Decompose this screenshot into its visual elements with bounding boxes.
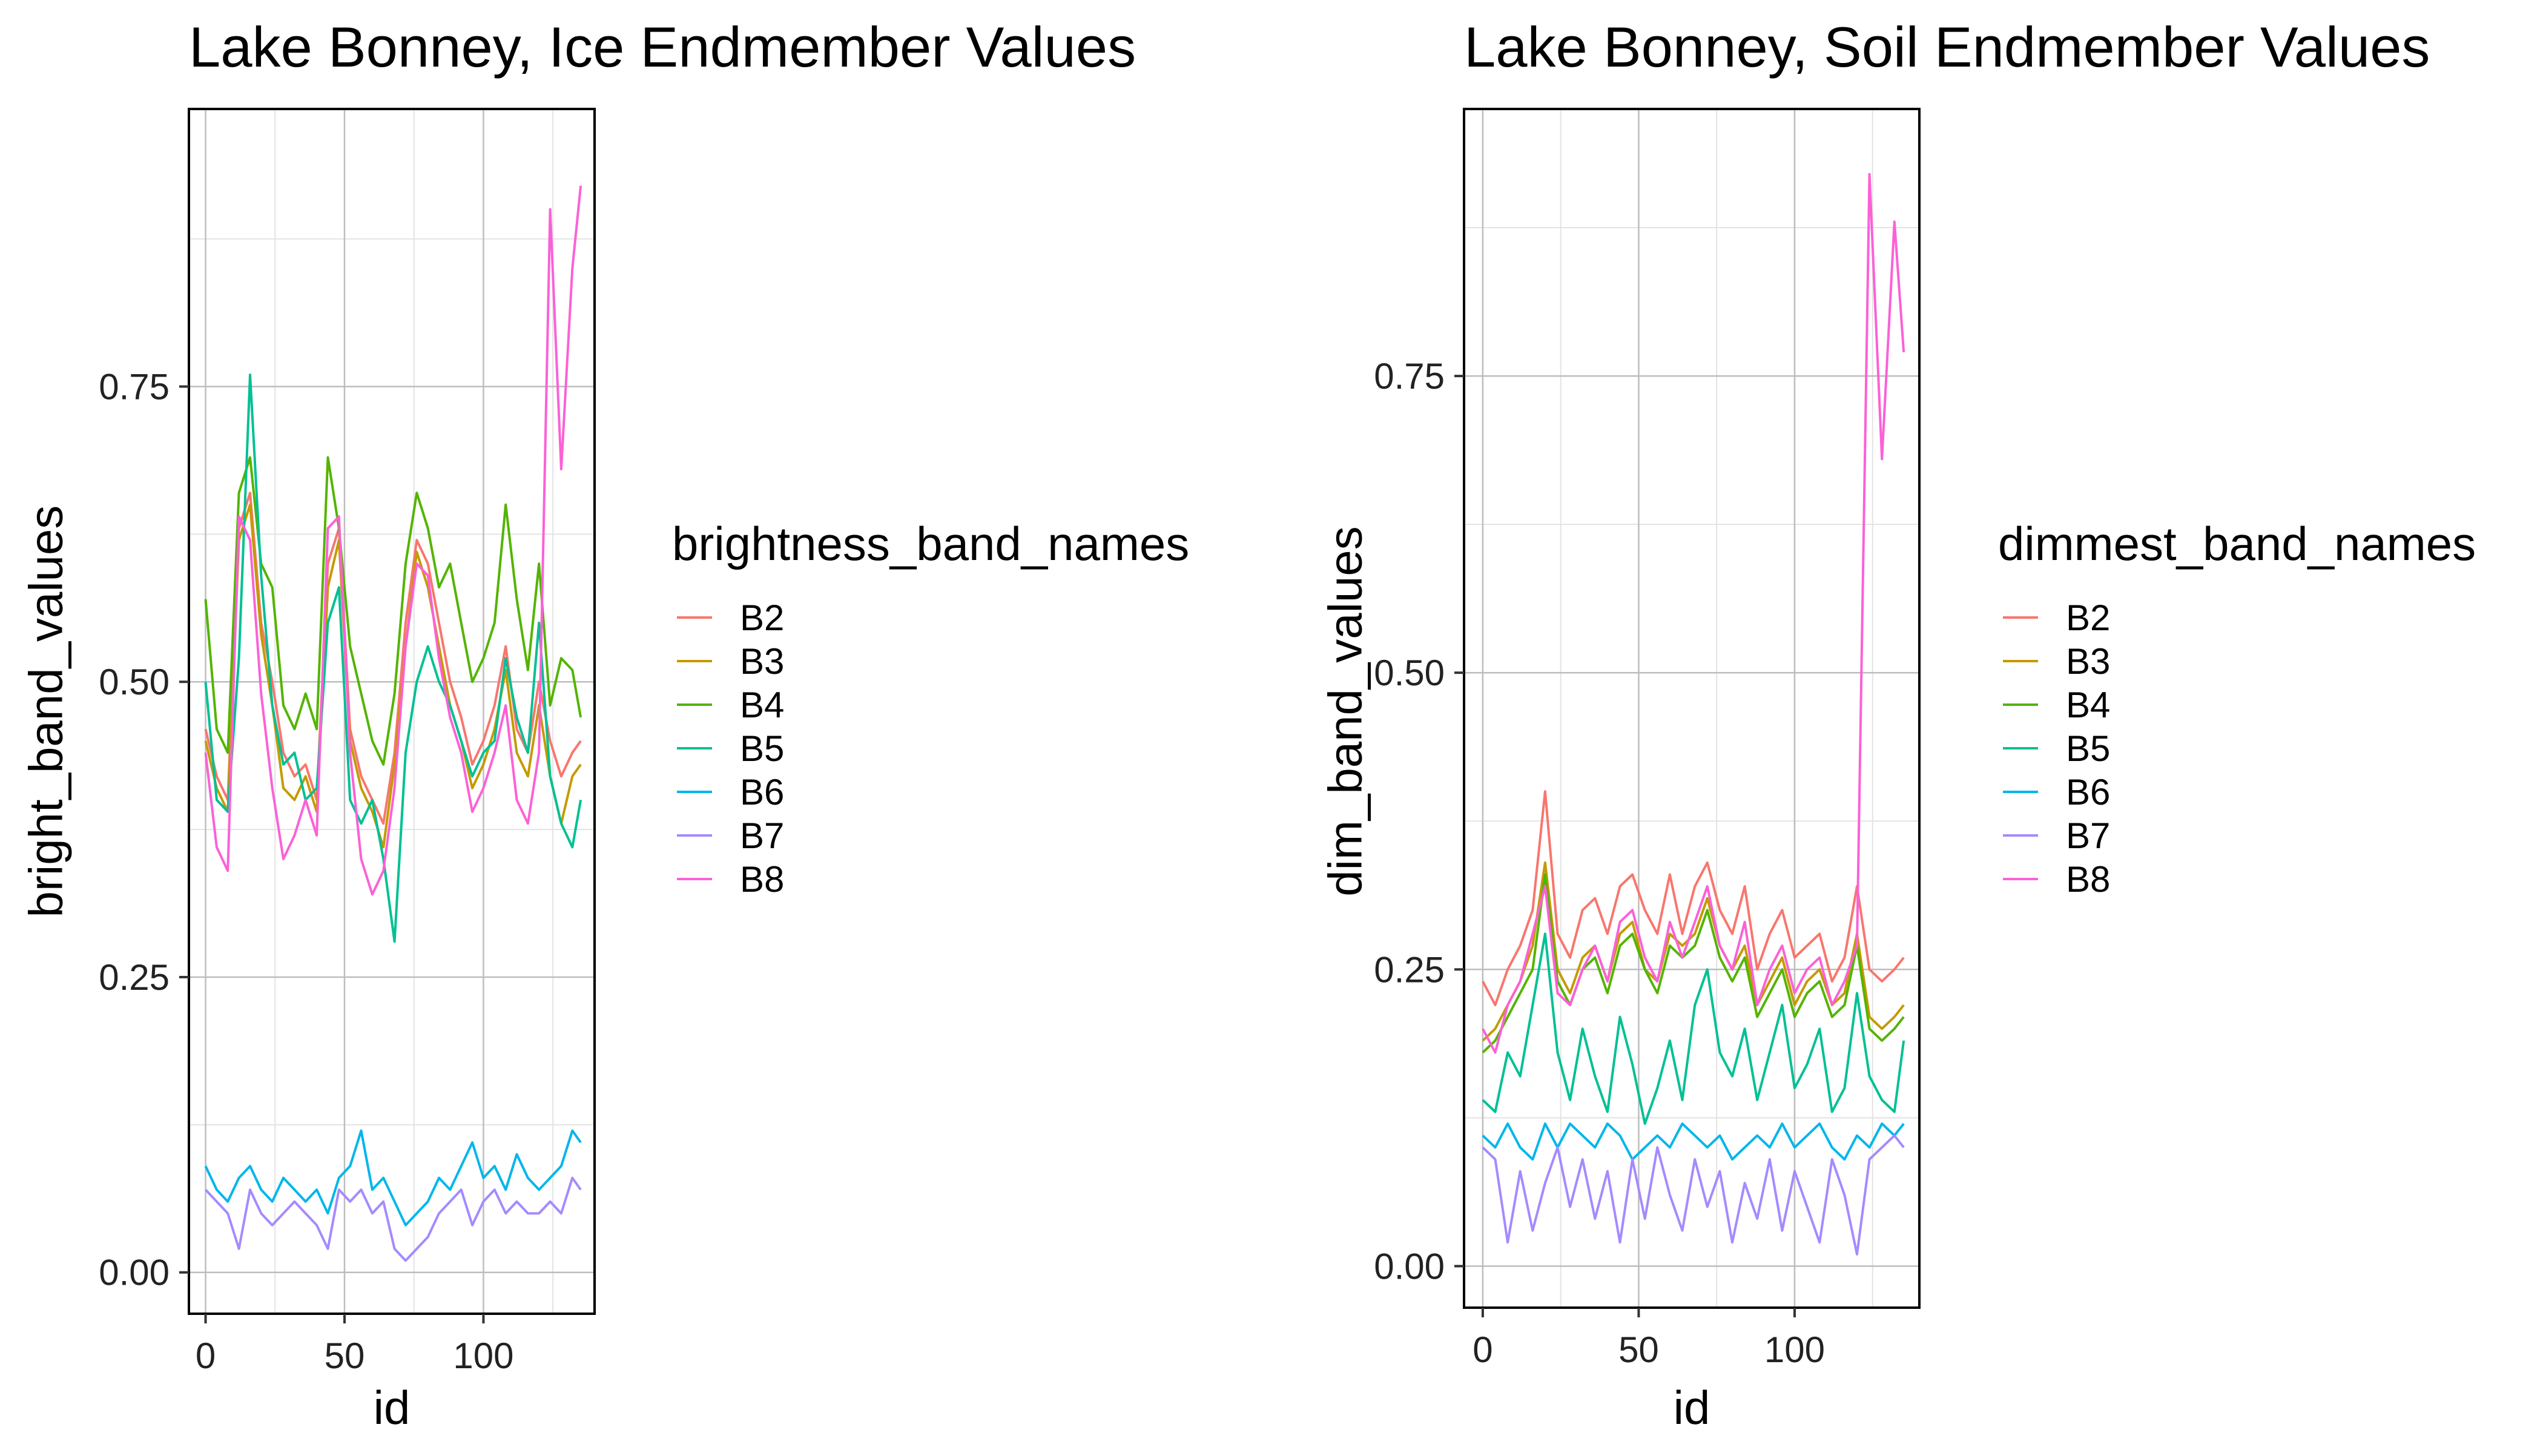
soil-panel-border: [1463, 108, 1921, 1309]
soil-y-tick-label: 0.50: [1374, 653, 1445, 693]
ice-series-line-b7: [205, 1176, 582, 1262]
soil-endmember-panel: Lake Bonney, Soil Endmember Values 0 50 10…: [1319, 15, 2476, 1434]
ice-legend-label-b2: B2: [740, 598, 784, 638]
soil-series-line-b3: [1482, 861, 1905, 1042]
ice-legend-label-b6: B6: [740, 772, 784, 812]
ice-chart-title: Lake Bonney, Ice Endmember Values: [189, 15, 1136, 79]
soil-y-tick-label: 0.25: [1374, 949, 1445, 990]
ice-series-line-b5: [204, 374, 582, 943]
ice-y-tick-label: 0.50: [99, 662, 170, 702]
soil-x-axis-title: id: [1674, 1381, 1710, 1434]
ice-series-line-b4: [204, 456, 582, 766]
ice-series-line-b3: [204, 503, 582, 849]
ice-legend-label-b5: B5: [740, 728, 784, 769]
ice-y-axis-title: bright_band_values: [19, 506, 73, 918]
ice-y-tick-label: 0.75: [99, 366, 170, 407]
soil-legend-label-b2: B2: [2066, 598, 2110, 638]
soil-legend-title: dimmest_band_names: [1998, 517, 2476, 570]
ice-series-line-b8: [204, 185, 582, 896]
ice-x-axis-title: id: [374, 1381, 411, 1434]
soil-legend-label-b3: B3: [2066, 641, 2110, 682]
soil-chart-title: Lake Bonney, Soil Endmember Values: [1464, 15, 2430, 79]
ice-x-tick-label: 100: [453, 1336, 513, 1376]
soil-series-line-b2: [1482, 790, 1905, 1007]
soil-legend-label-b5: B5: [2066, 728, 2110, 769]
ice-legend-label-b8: B8: [740, 859, 784, 900]
soil-series-line-b8: [1482, 173, 1905, 1054]
soil-x-tick-label: 50: [1618, 1329, 1659, 1370]
soil-legend-label-b7: B7: [2066, 815, 2110, 856]
soil-series-line-b5: [1482, 932, 1905, 1125]
soil-y-tick-label: 0.75: [1374, 356, 1445, 397]
soil-legend-label-b6: B6: [2066, 772, 2110, 812]
ice-legend-label-b7: B7: [740, 815, 784, 856]
ice-y-tick-label: 0.25: [99, 957, 170, 998]
ice-legend-title: brightness_band_names: [672, 517, 1189, 570]
ice-x-tick-label: 0: [196, 1336, 216, 1376]
ice-x-tick-label: 50: [325, 1336, 365, 1376]
ice-series-line-b6: [204, 1129, 582, 1227]
soil-x-tick-label: 0: [1473, 1329, 1492, 1370]
ice-y-tick-label: 0.00: [99, 1253, 170, 1293]
ice-endmember-panel: Lake Bonney, Ice Endmember Values 0 50 100…: [19, 15, 1190, 1434]
soil-y-axis-title: dim_band_values: [1319, 526, 1372, 896]
soil-y-tick-label: 0.00: [1374, 1246, 1445, 1286]
soil-series-line-b4: [1482, 873, 1905, 1053]
ice-legend-label-b3: B3: [740, 641, 784, 682]
ice-legend-label-b4: B4: [740, 685, 784, 725]
ice-panel-border: [188, 108, 596, 1315]
soil-legend-label-b8: B8: [2066, 859, 2110, 900]
soil-x-tick-label: 100: [1764, 1329, 1825, 1370]
soil-legend-label-b4: B4: [2066, 685, 2110, 725]
soil-series-line-b7: [1482, 1134, 1905, 1256]
soil-series-line-b6: [1482, 1122, 1905, 1161]
